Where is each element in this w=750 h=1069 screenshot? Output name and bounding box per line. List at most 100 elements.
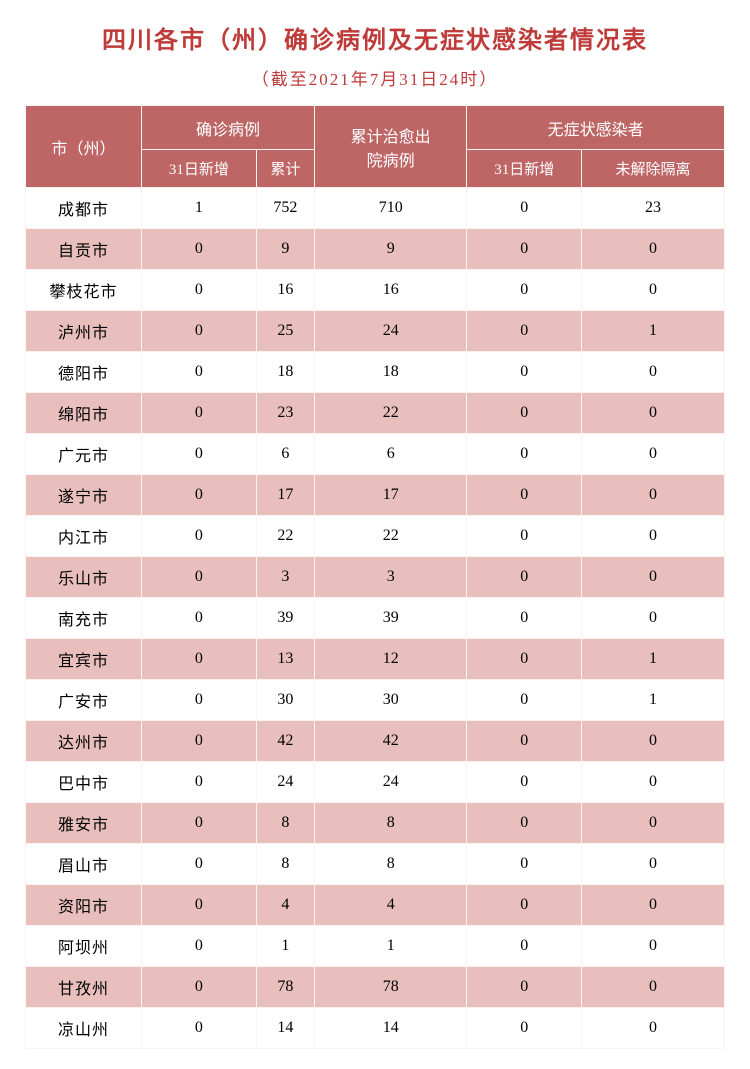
cell-city: 眉山市 [26, 844, 142, 885]
cell-asym-new: 0 [467, 762, 582, 803]
table-header: 市（州） 确诊病例 累计治愈出院病例 无症状感染者 31日新增 累计 31日新增… [26, 106, 725, 188]
cell-total: 18 [256, 352, 314, 393]
cell-asym-new: 0 [467, 967, 582, 1008]
table-row: 雅安市08800 [26, 803, 725, 844]
cell-city: 德阳市 [26, 352, 142, 393]
cell-city: 广元市 [26, 434, 142, 475]
cell-city: 达州市 [26, 721, 142, 762]
table-row: 广元市06600 [26, 434, 725, 475]
cell-total: 8 [256, 803, 314, 844]
cell-asym-new: 0 [467, 721, 582, 762]
cell-city: 凉山州 [26, 1008, 142, 1049]
cell-recovered: 18 [315, 352, 467, 393]
cell-asym-iso: 1 [582, 311, 725, 352]
cell-city: 资阳市 [26, 885, 142, 926]
cell-new: 0 [142, 516, 257, 557]
cell-asym-iso: 0 [582, 557, 725, 598]
cell-new: 0 [142, 762, 257, 803]
header-confirmed: 确诊病例 [142, 106, 315, 150]
cell-asym-iso: 0 [582, 803, 725, 844]
table-row: 内江市0222200 [26, 516, 725, 557]
cell-recovered: 8 [315, 803, 467, 844]
cell-recovered: 4 [315, 885, 467, 926]
cell-total: 8 [256, 844, 314, 885]
cell-asym-iso: 0 [582, 475, 725, 516]
cell-recovered: 22 [315, 516, 467, 557]
cell-new: 0 [142, 475, 257, 516]
cell-total: 25 [256, 311, 314, 352]
cell-city: 广安市 [26, 680, 142, 721]
cell-total: 42 [256, 721, 314, 762]
cell-recovered: 24 [315, 762, 467, 803]
cell-city: 阿坝州 [26, 926, 142, 967]
cell-new: 0 [142, 844, 257, 885]
cell-recovered: 17 [315, 475, 467, 516]
cell-asym-iso: 0 [582, 598, 725, 639]
header-recovered: 累计治愈出院病例 [315, 106, 467, 188]
cell-asym-iso: 0 [582, 270, 725, 311]
cell-asym-iso: 0 [582, 762, 725, 803]
cell-city: 成都市 [26, 188, 142, 229]
header-confirmed-total: 累计 [256, 150, 314, 188]
header-asym-iso: 未解除隔离 [582, 150, 725, 188]
table-row: 资阳市04400 [26, 885, 725, 926]
cell-total: 22 [256, 516, 314, 557]
cell-asym-new: 0 [467, 270, 582, 311]
table-body: 成都市1752710023自贡市09900攀枝花市0161600泸州市02524… [26, 188, 725, 1049]
cell-asym-iso: 1 [582, 639, 725, 680]
cell-new: 0 [142, 803, 257, 844]
cell-city: 绵阳市 [26, 393, 142, 434]
page-subtitle: （截至2021年7月31日24时） [25, 65, 725, 90]
cell-new: 0 [142, 721, 257, 762]
cell-city: 乐山市 [26, 557, 142, 598]
cell-asym-new: 0 [467, 229, 582, 270]
cell-city: 巴中市 [26, 762, 142, 803]
cell-asym-iso: 0 [582, 434, 725, 475]
table-row: 绵阳市0232200 [26, 393, 725, 434]
cell-new: 0 [142, 352, 257, 393]
cell-city: 攀枝花市 [26, 270, 142, 311]
cell-city: 南充市 [26, 598, 142, 639]
cell-asym-iso: 0 [582, 229, 725, 270]
cell-asym-new: 0 [467, 352, 582, 393]
cell-new: 0 [142, 434, 257, 475]
cell-asym-new: 0 [467, 434, 582, 475]
cell-recovered: 22 [315, 393, 467, 434]
cell-recovered: 12 [315, 639, 467, 680]
table-row: 德阳市0181800 [26, 352, 725, 393]
cell-city: 雅安市 [26, 803, 142, 844]
cell-asym-iso: 0 [582, 352, 725, 393]
cell-total: 13 [256, 639, 314, 680]
cell-total: 24 [256, 762, 314, 803]
cell-asym-iso: 1 [582, 680, 725, 721]
table-row: 遂宁市0171700 [26, 475, 725, 516]
cell-total: 14 [256, 1008, 314, 1049]
cell-total: 9 [256, 229, 314, 270]
cell-new: 0 [142, 639, 257, 680]
cell-total: 78 [256, 967, 314, 1008]
cell-recovered: 24 [315, 311, 467, 352]
cell-total: 1 [256, 926, 314, 967]
table-row: 巴中市0242400 [26, 762, 725, 803]
cell-recovered: 42 [315, 721, 467, 762]
header-confirmed-new: 31日新增 [142, 150, 257, 188]
cell-city: 泸州市 [26, 311, 142, 352]
cell-asym-iso: 0 [582, 393, 725, 434]
cell-new: 0 [142, 311, 257, 352]
cell-recovered: 3 [315, 557, 467, 598]
cell-total: 30 [256, 680, 314, 721]
cell-new: 0 [142, 885, 257, 926]
table-row: 南充市0393900 [26, 598, 725, 639]
cell-new: 0 [142, 1008, 257, 1049]
cell-asym-iso: 0 [582, 967, 725, 1008]
header-asym-new: 31日新增 [467, 150, 582, 188]
cell-recovered: 14 [315, 1008, 467, 1049]
header-row-1: 市（州） 确诊病例 累计治愈出院病例 无症状感染者 [26, 106, 725, 150]
cell-total: 16 [256, 270, 314, 311]
cell-asym-new: 0 [467, 639, 582, 680]
cell-recovered: 16 [315, 270, 467, 311]
cell-asym-new: 0 [467, 844, 582, 885]
cell-total: 752 [256, 188, 314, 229]
cell-asym-new: 0 [467, 885, 582, 926]
cell-recovered: 78 [315, 967, 467, 1008]
